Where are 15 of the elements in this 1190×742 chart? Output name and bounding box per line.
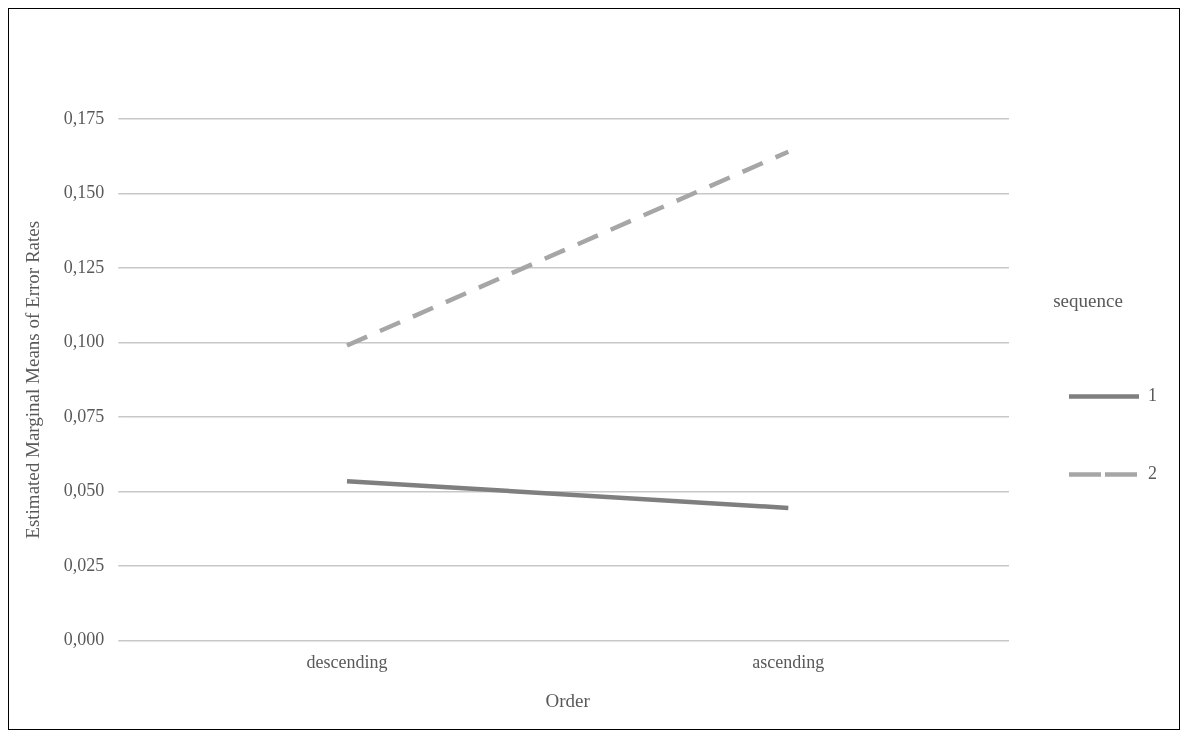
y-tick-label: 0,150 bbox=[63, 182, 105, 203]
y-tick-label: 0,050 bbox=[63, 480, 105, 501]
legend-label: 1 bbox=[1148, 385, 1157, 406]
legend-title: sequence bbox=[1053, 290, 1123, 312]
y-tick-label: 0,175 bbox=[63, 107, 105, 128]
legend-label: 2 bbox=[1148, 463, 1157, 484]
x-tick-label: descending bbox=[306, 652, 388, 673]
x-tick-label: ascending bbox=[752, 652, 825, 673]
x-axis-title: Order bbox=[545, 689, 591, 711]
y-tick-label: 0,125 bbox=[63, 256, 105, 277]
y-tick-label: 0,025 bbox=[63, 554, 105, 575]
y-tick-label: 0,100 bbox=[63, 331, 105, 352]
y-tick-label: 0,000 bbox=[63, 629, 105, 650]
y-axis-title: Estimated Marginal Means of Error Rates bbox=[22, 220, 44, 539]
y-tick-label: 0,075 bbox=[63, 405, 105, 426]
